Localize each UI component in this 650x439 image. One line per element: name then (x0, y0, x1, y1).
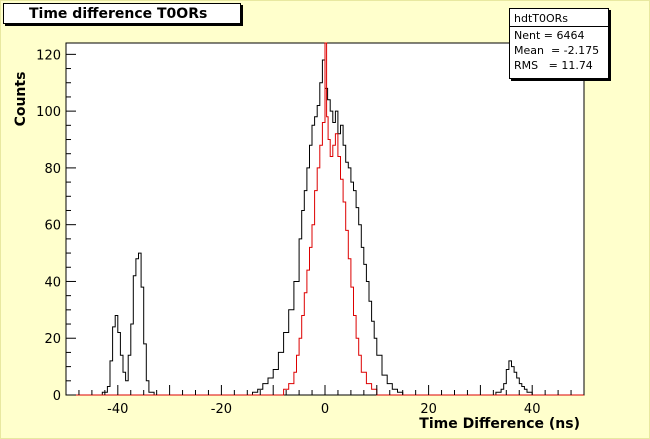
stats-mean: Mean = -2.175 (514, 44, 600, 57)
y-tick-label: 80 (44, 162, 61, 177)
x-tick-label: 20 (420, 402, 437, 417)
chart-title: Time difference T0ORs (3, 3, 241, 24)
stats-rms: RMS = 11.74 (514, 59, 593, 72)
y-tick-label: 0 (53, 389, 61, 404)
y-tick-label: 60 (44, 219, 61, 234)
stats-entries: Nent = 6464 (514, 29, 585, 42)
x-tick-label: 40 (524, 402, 541, 417)
y-tick-label: 120 (36, 48, 61, 63)
y-tick-label: 100 (36, 105, 61, 120)
x-tick-label: 0 (321, 402, 329, 417)
y-axis-title: Counts (13, 72, 29, 127)
series-line-2 (66, 42, 584, 396)
y-tick-label: 20 (44, 332, 61, 347)
x-tick-label: -20 (211, 402, 232, 417)
stats-box: hdtT0ORs Nent = 6464 Mean = -2.175 RMS =… (509, 8, 610, 79)
x-axis-title: Time Difference (ns) (419, 416, 580, 432)
y-tick-label: 40 (44, 275, 61, 290)
stats-histogram-name: hdtT0ORs (510, 11, 610, 27)
x-tick-label: -40 (107, 402, 128, 417)
axis-layer: -40 -20 0 20 40 0 20 40 60 80 100 120 (36, 48, 585, 417)
series-layer (66, 42, 584, 396)
